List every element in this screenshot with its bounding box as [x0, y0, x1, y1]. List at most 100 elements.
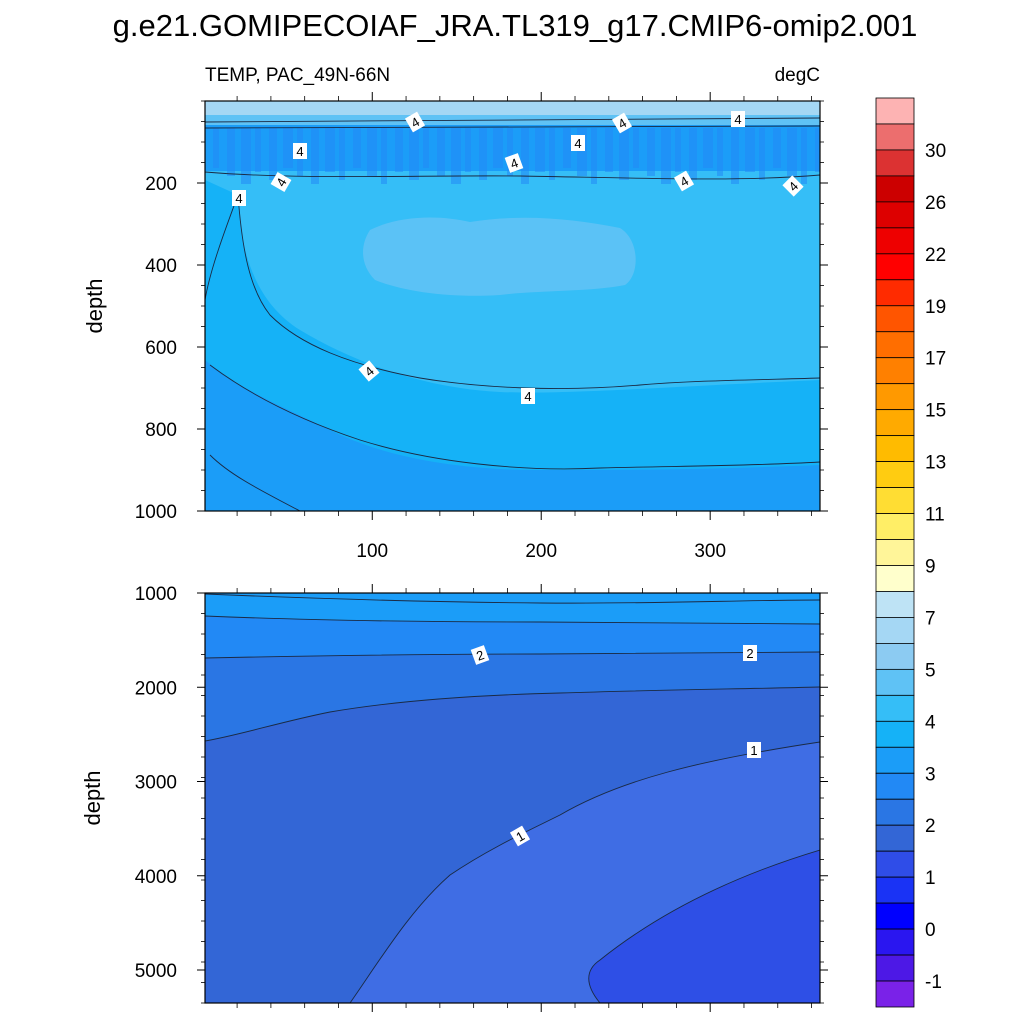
colorbar-swatch	[875, 331, 915, 359]
colorbar-swatch	[875, 539, 915, 566]
upper-stripe	[409, 128, 419, 180]
upper-stripe	[563, 128, 571, 168]
colorbar-swatch	[875, 123, 915, 151]
upper-contour-3	[209, 364, 820, 470]
colorbar-swatch	[875, 617, 915, 644]
lower-contour-label: 2	[743, 645, 757, 661]
svg-text:2: 2	[746, 646, 753, 661]
upper-stripe	[255, 128, 261, 172]
colorbar-swatch	[875, 357, 915, 385]
y-tick-label: 600	[145, 338, 177, 359]
upper-stripe	[269, 128, 277, 180]
colorbar-swatch	[875, 980, 915, 1008]
colorbar-swatch	[875, 954, 915, 982]
upper-contour-label: 4	[731, 111, 745, 127]
upper-contour-label: 4	[358, 360, 380, 382]
upper-left-label: TEMP, PAC_49N-66N	[205, 65, 390, 86]
upper-stripe	[619, 128, 629, 180]
lower-contour-1	[349, 741, 820, 1003]
colorbar-label: 19	[925, 297, 946, 318]
colorbar-swatch	[875, 772, 915, 800]
upper-stripe	[605, 128, 613, 172]
upper-stripe	[465, 128, 471, 172]
colorbar-label: 9	[925, 556, 936, 577]
lower-contour-label: 1	[747, 742, 761, 758]
colorbar-label: 30	[925, 141, 946, 162]
colorbar-swatch	[875, 824, 915, 852]
upper-stripe	[689, 128, 697, 180]
colorbar-swatch	[875, 253, 915, 281]
upper-stripe	[283, 128, 293, 168]
upper-stripe	[549, 128, 555, 180]
upper-stripe	[647, 128, 655, 176]
colorbar-swatch	[875, 97, 915, 125]
upper-stripe	[535, 128, 545, 172]
upper-stripe	[703, 128, 713, 168]
lower-axes: 1000 2000 3000 4000 5000	[135, 584, 828, 1012]
colorbar-label: 2	[925, 816, 936, 837]
y-tick-label: 5000	[135, 961, 177, 982]
upper-stripe	[521, 128, 529, 184]
lower-contour-label: 1	[509, 825, 531, 847]
upper-stripe	[479, 128, 487, 180]
lower-contour-label: 2	[470, 645, 490, 665]
x-tick-label: 100	[356, 541, 388, 562]
y-tick-label: 3000	[135, 773, 177, 794]
upper-stripe	[633, 128, 639, 168]
colorbar-swatch	[875, 279, 915, 307]
upper-contour-label: 4	[673, 170, 695, 192]
colorbar-swatch	[875, 876, 915, 904]
colorbar-swatch	[875, 487, 915, 514]
upper-contour-label: 4	[504, 153, 524, 173]
upper-contour-label: 4	[782, 175, 804, 197]
upper-axes: 200 400 600 800 1000 100 200 300	[135, 92, 828, 562]
upper-contour-label: 4	[611, 112, 633, 134]
colorbar-label: -1	[925, 972, 942, 993]
colorbar-label: 13	[925, 453, 946, 474]
lower-ylabel: depth	[80, 770, 105, 825]
colorbar-label: 0	[925, 920, 936, 941]
x-tick-label: 200	[525, 541, 557, 562]
upper-stripe	[577, 128, 587, 176]
upper-stripe	[339, 128, 345, 180]
colorbar-swatch	[875, 227, 915, 255]
colorbar-swatch	[875, 175, 915, 203]
upper-stripe	[773, 128, 781, 168]
upper-stripe	[661, 128, 671, 184]
upper-stripe	[675, 128, 681, 172]
colorbar-swatch	[875, 201, 915, 229]
lower-contour-e	[588, 849, 820, 1003]
upper-contour-label: 4	[270, 171, 292, 193]
colorbar-swatch	[875, 694, 915, 722]
colorbar-swatch	[875, 513, 915, 540]
upper-fill-surface	[205, 101, 820, 119]
lower-contour-lines	[205, 593, 820, 1003]
y-tick-label: 1000	[135, 502, 177, 523]
colorbar-swatch	[875, 461, 915, 488]
svg-text:2: 2	[474, 647, 486, 664]
colorbar-label: 4	[925, 712, 936, 733]
upper-stripe	[787, 128, 797, 176]
y-tick-label: 2000	[135, 678, 177, 699]
svg-text:4: 4	[296, 144, 303, 159]
lower-contour-top	[205, 593, 820, 604]
upper-stripe	[717, 128, 723, 176]
upper-stripe	[241, 128, 251, 184]
colorbar-swatch	[875, 565, 915, 592]
x-tick-label: 300	[694, 541, 726, 562]
upper-fill-patch	[363, 217, 636, 296]
figure-title: g.e21.GOMIPECOIAF_JRA.TL319_g17.CMIP6-om…	[113, 8, 918, 43]
colorbar-swatch	[875, 746, 915, 774]
y-tick-label: 4000	[135, 867, 177, 888]
svg-text:4: 4	[574, 136, 581, 151]
upper-panel: TEMP, PAC_49N-66N degC 20	[82, 65, 828, 562]
upper-contour-shallow-3	[205, 171, 820, 180]
upper-ylabel: depth	[82, 278, 107, 333]
colorbar-label: 11	[925, 505, 945, 526]
upper-stripe	[801, 128, 807, 184]
lower-contour-a	[205, 615, 820, 625]
colorbar-label: 3	[925, 764, 936, 785]
upper-stripe	[493, 128, 503, 168]
